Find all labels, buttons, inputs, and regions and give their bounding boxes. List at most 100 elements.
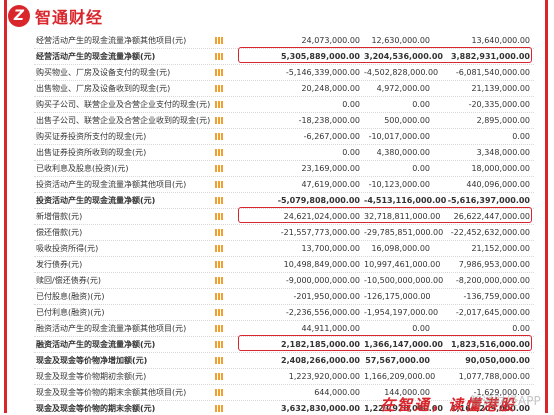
table-row: 偿还借款(元) -21,557,773,000.00 -29,785,851,000… xyxy=(34,225,534,241)
row-label: 已收利息及股息(投资)(元) xyxy=(36,164,129,173)
chart-icon xyxy=(215,213,223,220)
chart-icon xyxy=(215,373,223,380)
cell-value: 57,567,000.00 xyxy=(365,356,430,365)
chart-icon xyxy=(215,101,223,108)
cell-value: 32,718,811,000.00 xyxy=(364,212,441,221)
cell-value: 1,223,920,000.00 xyxy=(364,404,443,413)
cell-value: 1,366,147,000.00 xyxy=(364,340,443,349)
row-label: 已付股息(融资)(元) xyxy=(36,292,105,301)
chart-icon xyxy=(215,85,223,92)
footer: 在智通，读懂港股 xyxy=(0,392,554,415)
chart-icon xyxy=(215,325,223,332)
cell-value: 0.00 xyxy=(412,100,430,109)
cell-value: 12,630,000.00 xyxy=(371,36,430,45)
cell-value: 3,882,931,000.00 xyxy=(451,52,530,61)
highlight-box xyxy=(238,47,532,63)
row-label: 投资活动产生的现金流量净额(元) xyxy=(36,196,156,205)
cell-value: 0.00 xyxy=(512,324,530,333)
cell-value: 21,139,000.00 xyxy=(471,84,530,93)
cell-value: 1,077,788,000.00 xyxy=(458,372,530,381)
row-label: 现金及现金等价物的期末余额(元) xyxy=(36,404,156,413)
cell-value: -9,000,000,000.00 xyxy=(285,276,360,285)
logo: Z 智通财经 xyxy=(8,3,103,29)
cell-value: -29,785,851,000.00 xyxy=(364,228,444,237)
chart-icon xyxy=(215,277,223,284)
cell-value: 4,380,000.00 xyxy=(376,148,430,157)
table-row: 赎回/偿还债券(元) -9,000,000,000.00 -10,500,000,0… xyxy=(34,273,534,289)
row-label: 融资活动产生的现金流量净额(元) xyxy=(36,340,156,349)
cell-value: -22,452,632,000.00 xyxy=(450,228,530,237)
cell-value: 440,096,000.00 xyxy=(466,180,530,189)
cell-value: -2,236,556,000.00 xyxy=(285,308,360,317)
cell-value: -10,123,000.00 xyxy=(368,180,430,189)
cell-value: 1,823,516,000.00 xyxy=(451,340,530,349)
logo-text: 智通财经 xyxy=(35,8,104,27)
cell-value: -21,557,773,000.00 xyxy=(280,228,360,237)
row-label: 融资活动产生的现金流量净额其他项目(元) xyxy=(36,324,187,333)
table-row: 现金及现金等价物的期末余额其他项目(元) 644,000.00 144,000.00… xyxy=(34,385,534,401)
cell-value: -1,629,000.00 xyxy=(473,388,530,397)
row-label: 已付利息(融资)(元) xyxy=(36,308,105,317)
chart-icon xyxy=(215,133,223,140)
chart-icon xyxy=(215,389,223,396)
row-label: 出售证券投资所收到的现金(元) xyxy=(36,148,147,157)
table-row: 购买子公司、联营企业及合营企业支付的现金(元) 0.00 0.00 -20,335,0… xyxy=(34,97,534,113)
cell-value: 1,166,209,000.00 xyxy=(451,404,530,413)
cell-value: 90,050,000.00 xyxy=(465,356,530,365)
row-label: 现金及现金等价物净增加额(元) xyxy=(36,356,148,365)
cell-value: 10,997,461,000.00 xyxy=(364,260,441,269)
row-label: 现金及现金等价物的期末余额其他项目(元) xyxy=(36,388,187,397)
cell-value: -4,502,828,000.00 xyxy=(364,68,439,77)
cell-value: 16,098,000.00 xyxy=(371,244,430,253)
row-label: 新增借款(元) xyxy=(36,212,83,221)
table-row: 已收利息及股息(投资)(元) 23,169,000.00 0.00 18,000,00… xyxy=(34,161,534,177)
chart-icon xyxy=(215,357,223,364)
cell-value: 44,911,000.00 xyxy=(301,324,360,333)
watermark: 智通财经APP xyxy=(470,394,541,408)
cell-value: 0.00 xyxy=(342,148,360,157)
cell-value: -5,146,339,000.00 xyxy=(285,68,360,77)
cell-value: -20,335,000.00 xyxy=(468,100,530,109)
cell-value: 18,000,000.00 xyxy=(471,164,530,173)
row-label: 赎回/偿还债券(元) xyxy=(36,276,101,285)
table-row: 出售证券投资所收到的现金(元) 0.00 4,380,000.00 3,348,000… xyxy=(34,145,534,161)
highlight-box xyxy=(238,335,532,351)
chart-icon xyxy=(215,53,223,60)
cell-value: 23,169,000.00 xyxy=(301,164,360,173)
row-label: 出售物业、厂房及设备收到的现金(元) xyxy=(36,84,171,93)
cell-value: 2,408,266,000.00 xyxy=(281,356,360,365)
table: 经营活动产生的现金流量净额其他项目(元) 24,073,000.00 12,630,… xyxy=(34,33,534,415)
table-row: 发行债券(元) 10,498,849,000.00 10,997,461,000.0… xyxy=(34,257,534,273)
cell-value: 5,305,889,000.00 xyxy=(281,52,360,61)
table-row: 融资活动产生的现金流量净额(元) 2,182,185,000.00 1,366,14… xyxy=(34,335,534,353)
cell-value: -8,200,000,000.00 xyxy=(455,276,530,285)
table-row: 投资活动产生的现金流量净额其他项目(元) 47,619,000.00 -10,123… xyxy=(34,177,534,193)
cell-value: 1,166,209,000.00 xyxy=(364,372,436,381)
chart-icon xyxy=(215,165,223,172)
chart-icon xyxy=(215,181,223,188)
cell-value: 4,972,000.00 xyxy=(376,84,430,93)
cell-value: -10,017,000.00 xyxy=(368,132,430,141)
cell-value: 500,000.00 xyxy=(384,116,430,125)
cell-value: 13,640,000.00 xyxy=(471,36,530,45)
table-row: 经营活动产生的现金流量净额(元) 5,305,889,000.00 3,204,53… xyxy=(34,47,534,65)
cell-value: -5,079,808,000.00 xyxy=(277,196,360,205)
chart-icon xyxy=(215,37,223,44)
chart-icon xyxy=(215,293,223,300)
chart-icon xyxy=(215,149,223,156)
chart-icon xyxy=(215,117,223,124)
cell-value: 7,986,953,000.00 xyxy=(458,260,530,269)
chart-icon xyxy=(215,405,223,412)
cell-value: 47,619,000.00 xyxy=(301,180,360,189)
cell-value: -5,616,397,000.00 xyxy=(447,196,530,205)
cell-value: 24,621,024,000.00 xyxy=(283,212,360,221)
cell-value: -126,175,000.00 xyxy=(364,292,431,301)
row-label: 购买证券投资所支付的现金(元) xyxy=(36,132,147,141)
row-label: 经营活动产生的现金流量净额其他项目(元) xyxy=(36,36,187,45)
cell-value: 2,895,000.00 xyxy=(476,116,530,125)
slogan: 在智通，读懂港股 xyxy=(380,396,517,414)
cell-value: -201,950,000.00 xyxy=(293,292,360,301)
row-label: 现金及现金等价物期初余额(元) xyxy=(36,372,147,381)
table-row: 现金及现金等价物的期末余额(元) 3,632,830,000.00 1,223,92… xyxy=(34,401,534,415)
chart-icon xyxy=(215,261,223,268)
